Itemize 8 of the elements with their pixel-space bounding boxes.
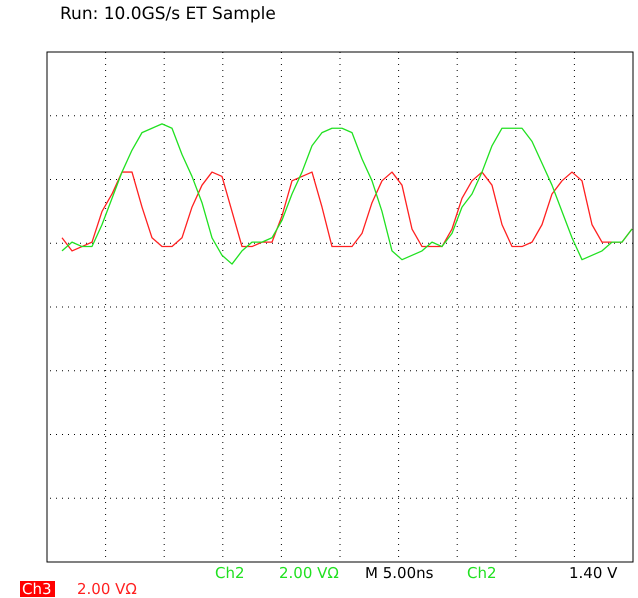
- text: 2.00 VΩ: [279, 564, 339, 582]
- text: Ch2: [215, 564, 245, 582]
- text: Ch3: [22, 580, 52, 598]
- text: 1.40 V: [569, 564, 618, 582]
- text: 2.00 VΩ: [77, 580, 137, 598]
- text: M 5.00ns: [365, 564, 434, 582]
- text: Ch2: [467, 564, 497, 582]
- chart-title: Run: 10.0GS/s ET Sample: [60, 4, 276, 24]
